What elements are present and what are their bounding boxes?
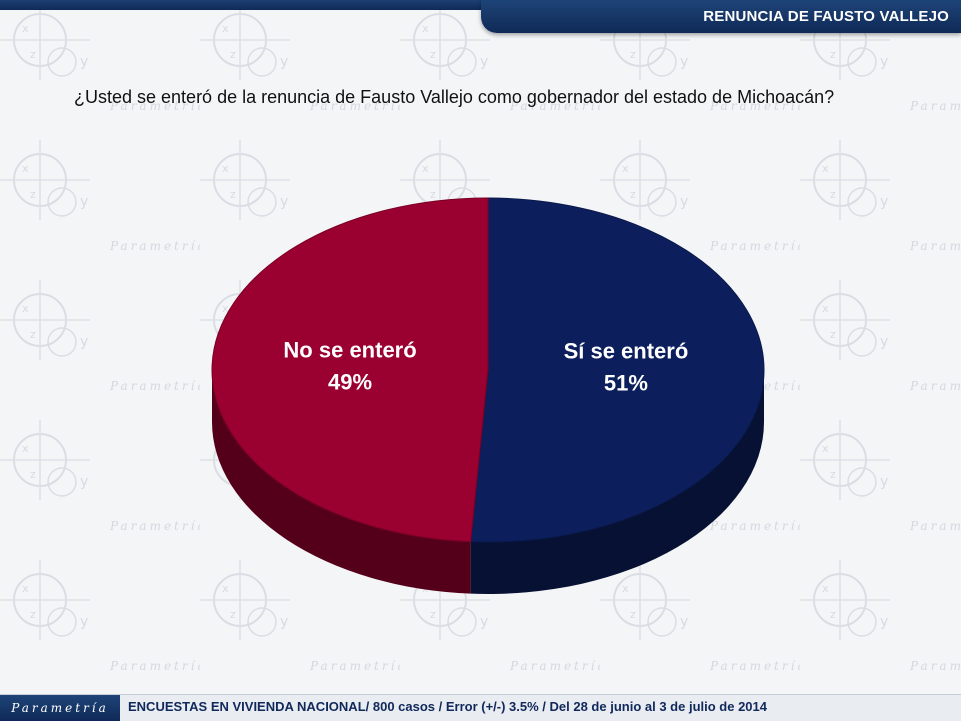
slice-value-no: 49% bbox=[328, 370, 372, 395]
pie-side-no bbox=[212, 370, 471, 594]
pie-slice-si-se-entero bbox=[470, 197, 765, 543]
header-tab: RENUNCIA DE FAUSTO VALLEJO bbox=[481, 0, 961, 33]
survey-question: ¿Usted se enteró de la renuncia de Faust… bbox=[74, 87, 835, 107]
survey-methodology-note: ENCUESTAS EN VIVIENDA NACIONAL/ 800 caso… bbox=[128, 699, 767, 714]
pie-slice-no-se-entero bbox=[211, 197, 489, 543]
slice-value-si: 51% bbox=[604, 370, 648, 395]
page-title: RENUNCIA DE FAUSTO VALLEJO bbox=[703, 8, 949, 25]
top-accent-bar bbox=[0, 0, 961, 10]
slice-label-si: Sí se enteró bbox=[564, 338, 689, 363]
parametria-logo: Parametría bbox=[0, 695, 120, 721]
slice-label-no: No se enteró bbox=[283, 338, 416, 363]
footer-bar: Parametría ENCUESTAS EN VIVIENDA NACIONA… bbox=[0, 694, 961, 721]
pie-side-si bbox=[470, 370, 764, 594]
